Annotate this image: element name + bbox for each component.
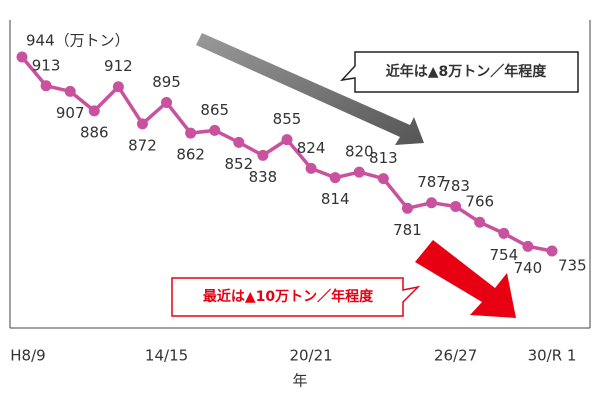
data-label: 862 (176, 146, 205, 164)
data-point (474, 216, 486, 228)
callout (339, 51, 579, 93)
data-label: 740 (514, 259, 543, 277)
data-point (498, 227, 510, 239)
data-point (161, 96, 173, 108)
data-point (305, 162, 317, 174)
data-label: 852 (224, 155, 253, 173)
data-label: 813 (369, 149, 398, 167)
data-label: 912 (104, 57, 133, 75)
data-label: 907 (56, 104, 85, 122)
data-label: 783 (441, 177, 470, 195)
data-label: 787 (417, 173, 446, 191)
x-tick-label: H8/9 (10, 347, 45, 365)
annotation: 近年は▲8万トン／年程度 (386, 63, 548, 80)
data-point (64, 85, 76, 97)
data-label: 913 (32, 56, 61, 74)
data-label: 865 (200, 101, 229, 119)
data-point (209, 124, 221, 136)
data-point (401, 202, 413, 214)
data-point (257, 149, 269, 161)
data-label: 766 (465, 193, 494, 211)
data-point (88, 105, 100, 117)
data-point (546, 245, 558, 257)
data-point (112, 81, 124, 93)
data-point (426, 197, 438, 209)
x-tick-label: 30/R 1 (528, 347, 577, 365)
x-tick-label: 26/27 (434, 347, 477, 365)
data-label: 754 (489, 246, 518, 264)
data-label: 814 (321, 190, 350, 208)
callout (171, 277, 421, 317)
data-label: 820 (345, 143, 374, 161)
data-label: 855 (273, 110, 302, 128)
data-point (40, 80, 52, 92)
trend-arrow (415, 240, 516, 318)
data-point (522, 240, 534, 252)
data-point (450, 200, 462, 212)
data-label: 824 (297, 139, 326, 157)
x-tick-label: 14/15 (145, 347, 188, 365)
x-axis-title: 年 (292, 372, 307, 390)
data-point (136, 118, 148, 130)
data-label: 781 (393, 221, 422, 239)
data-label: 838 (249, 168, 278, 186)
data-label: 895 (152, 73, 181, 91)
x-tick-label: 20/21 (289, 347, 332, 365)
data-point (377, 173, 389, 185)
data-label: 735 (558, 257, 587, 275)
data-point (329, 172, 341, 184)
data-point (281, 134, 293, 146)
data-point (16, 51, 28, 63)
annotation: 最近は▲10万トン／年程度 (203, 288, 374, 305)
data-point (353, 166, 365, 178)
data-point (185, 127, 197, 139)
data-point (233, 136, 245, 148)
trend-arrow (196, 33, 424, 145)
data-label: 872 (128, 136, 157, 154)
data-label: 886 (80, 123, 109, 141)
data-label: 944（万トン） (26, 32, 130, 50)
